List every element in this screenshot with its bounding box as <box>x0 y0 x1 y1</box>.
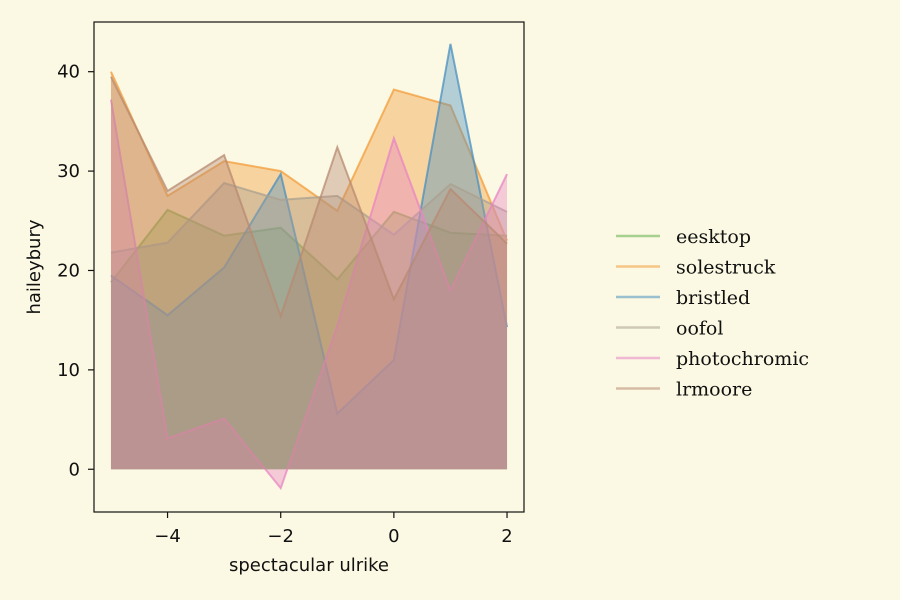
legend-label-bristled: bristled <box>676 287 750 309</box>
area-solestruck <box>110 71 508 470</box>
area-photochromic <box>110 99 508 489</box>
x-axis-label: spectacular ulrike <box>229 555 389 576</box>
line-photochromic <box>109 99 508 491</box>
area-eesktop <box>110 209 508 470</box>
legend: eesktop solestruck bristled oofol photochrom… <box>616 226 809 401</box>
x-tick-label: −2 <box>267 526 294 547</box>
x-tick-label: 2 <box>501 526 512 547</box>
y-tick-label: 30 <box>57 161 80 182</box>
legend-label-solestruck: solestruck <box>676 257 776 279</box>
x-tick-label: −4 <box>154 526 181 547</box>
line-lrmoore <box>110 76 508 320</box>
y-tick-label: 10 <box>57 360 80 381</box>
y-tick-label: 20 <box>57 260 80 281</box>
y-axis-label: haileybury <box>24 219 45 314</box>
x-tick-label: 0 <box>388 526 399 547</box>
line-eesktop <box>110 208 508 284</box>
legend-label-oofol: oofol <box>676 318 723 340</box>
legend-label-eesktop: eesktop <box>676 226 751 248</box>
area-lrmoore <box>110 76 508 470</box>
plot-areas <box>109 43 509 491</box>
y-tick-label: 0 <box>69 459 80 480</box>
x-axis-ticks: −4 −2 0 2 <box>154 512 513 547</box>
y-tick-label: 40 <box>57 62 80 83</box>
area-oofol <box>110 183 508 470</box>
area-bristled <box>110 43 508 470</box>
line-oofol <box>110 181 508 254</box>
y-axis-ticks: 0 10 20 30 40 <box>57 62 94 480</box>
line-solestruck <box>110 71 508 242</box>
plot-frame <box>93 21 525 513</box>
line-bristled <box>110 43 509 416</box>
legend-label-photochromic: photochromic <box>676 348 809 370</box>
legend-label-lrmoore: lrmoore <box>676 379 752 401</box>
